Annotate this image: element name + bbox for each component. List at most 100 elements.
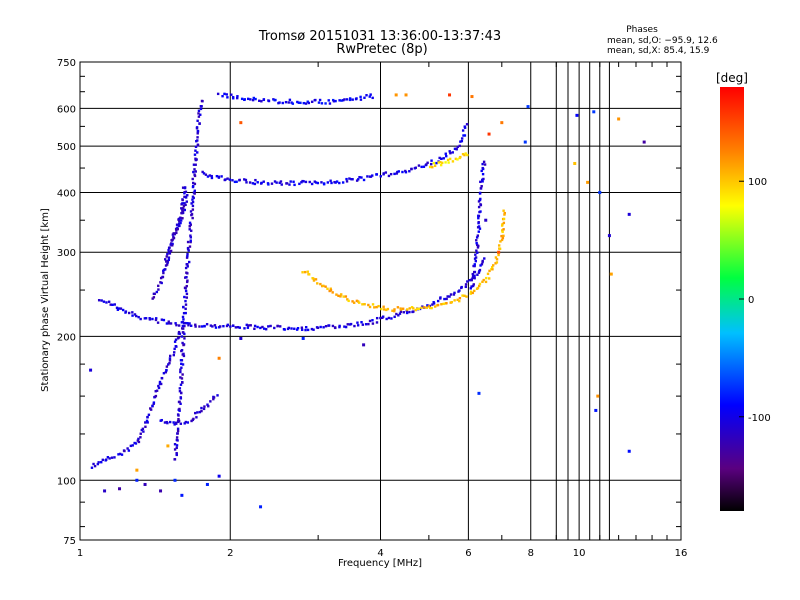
- data-point: [410, 167, 413, 171]
- data-point: [477, 284, 481, 288]
- data-point: [144, 317, 148, 320]
- data-point: [152, 402, 155, 406]
- data-point: [140, 428, 144, 432]
- data-point: [385, 317, 388, 321]
- data-point: [443, 297, 446, 301]
- data-point: [89, 368, 93, 372]
- data-point: [197, 115, 201, 118]
- data-point: [187, 249, 190, 252]
- data-point: [167, 256, 171, 259]
- data-point: [471, 284, 475, 288]
- data-point: [151, 404, 154, 407]
- data-point: [473, 263, 476, 266]
- data-point: [477, 214, 481, 218]
- data-point: [330, 181, 333, 185]
- data-point: [300, 328, 304, 331]
- data-point: [480, 263, 484, 266]
- data-point: [475, 242, 478, 245]
- data-point: [262, 98, 266, 101]
- data-point: [471, 291, 474, 295]
- data-point: [471, 274, 475, 277]
- data-point: [189, 210, 193, 213]
- data-point: [217, 175, 220, 178]
- data-point: [155, 317, 158, 320]
- data-point: [206, 175, 210, 178]
- data-point: [181, 320, 184, 324]
- data-point: [331, 291, 334, 294]
- data-point: [371, 303, 375, 306]
- data-point: [278, 181, 281, 185]
- data-point: [178, 407, 181, 411]
- data-point: [181, 198, 184, 202]
- data-point: [183, 324, 186, 328]
- data-point: [456, 145, 459, 149]
- data-point: [164, 268, 167, 271]
- data-point: [319, 325, 322, 329]
- data-point: [334, 181, 337, 184]
- data-point: [162, 271, 165, 275]
- data-point: [418, 307, 422, 311]
- data-point: [181, 209, 185, 213]
- data-point: [135, 478, 139, 482]
- data-point: [273, 326, 276, 330]
- data-point: [201, 99, 204, 103]
- data-point: [318, 98, 322, 102]
- data-point: [333, 326, 337, 329]
- data-point: [356, 321, 359, 324]
- data-point: [200, 325, 204, 328]
- data-point: [382, 305, 385, 308]
- data-point: [179, 368, 182, 371]
- data-point: [116, 308, 120, 311]
- data-point: [473, 257, 477, 260]
- data-point: [283, 328, 286, 331]
- data-point: [113, 303, 116, 306]
- data-point: [259, 326, 262, 330]
- data-point: [425, 306, 428, 309]
- data-point: [236, 95, 239, 98]
- data-point: [185, 296, 189, 299]
- data-point: [157, 384, 160, 388]
- data-point: [471, 276, 474, 280]
- data-point: [243, 98, 246, 101]
- data-point: [179, 396, 182, 399]
- data-point: [491, 264, 495, 267]
- data-point: [179, 383, 183, 386]
- data-point: [276, 324, 279, 328]
- data-point: [338, 99, 341, 102]
- data-point: [446, 158, 450, 162]
- data-point: [470, 278, 474, 281]
- data-point: [450, 300, 453, 304]
- data-point: [477, 216, 480, 220]
- data-point: [175, 229, 178, 232]
- data-point: [188, 228, 191, 231]
- data-point: [177, 420, 180, 424]
- data-point: [324, 102, 327, 105]
- data-point: [181, 363, 185, 366]
- data-point: [453, 147, 457, 151]
- data-point: [186, 322, 189, 325]
- data-point: [461, 294, 464, 297]
- data-point: [364, 323, 368, 326]
- data-point: [487, 132, 491, 136]
- data-point: [176, 432, 179, 435]
- data-point: [182, 207, 185, 210]
- data-point: [191, 177, 194, 181]
- data-point: [499, 240, 502, 243]
- data-point: [193, 189, 197, 192]
- data-point: [240, 97, 244, 101]
- tick-labels: 1 2 4 6 8 10 16 75 100 200 300 400 500 600 750: [57, 58, 687, 559]
- data-point: [209, 324, 213, 327]
- data-point: [160, 318, 164, 321]
- data-point: [394, 93, 398, 97]
- data-point: [164, 258, 167, 261]
- data-point: [463, 153, 466, 157]
- data-point: [592, 110, 596, 114]
- data-point: [404, 169, 407, 173]
- data-point: [194, 149, 197, 152]
- data-point: [110, 456, 114, 459]
- data-point: [478, 268, 482, 272]
- data-point: [175, 223, 179, 226]
- data-point: [254, 97, 257, 101]
- data-point: [423, 306, 426, 309]
- data-point: [445, 154, 448, 158]
